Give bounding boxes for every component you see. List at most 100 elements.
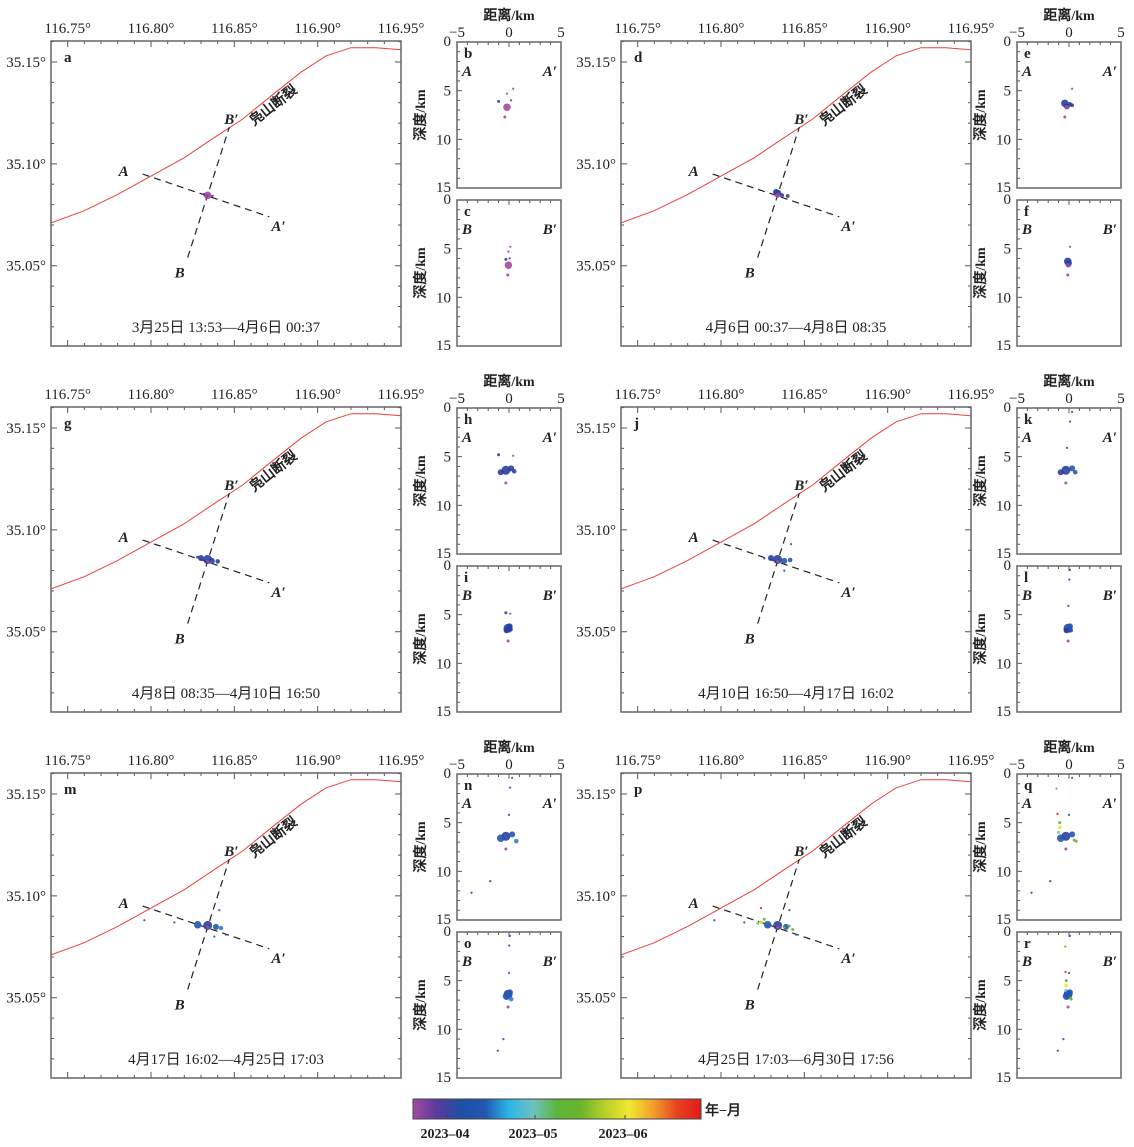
section-event-marker (1064, 104, 1070, 110)
map-x-tick-label: 116.75° (614, 387, 661, 403)
section-event-marker (504, 611, 508, 615)
map-x-tick-label: 116.80° (698, 21, 745, 37)
section-y-axis-title: 深度/km (412, 979, 429, 1031)
panel-letter: d (634, 50, 643, 66)
event-marker (783, 926, 786, 929)
profile-label-a: A (688, 530, 699, 546)
profile-line-bb (187, 492, 230, 624)
section-event-marker (511, 469, 517, 474)
event-marker (785, 194, 790, 198)
map-ticks (51, 407, 402, 712)
section-x-axis-title: 距离/km (483, 739, 535, 756)
event-marker (713, 919, 716, 922)
section-y-tick-label: 5 (444, 84, 452, 100)
event-marker (204, 193, 208, 197)
section-event-marker (509, 831, 516, 838)
event-marker (743, 921, 746, 924)
map-y-tick-label: 35.05° (6, 259, 46, 275)
section-event-marker (1064, 945, 1067, 948)
event-marker (143, 919, 146, 922)
panel-group-m: 116.75° 116.80° 116.85° 116.90° 116.95° 35.05… (6, 739, 565, 1086)
section-x-tick-label: 5 (1117, 757, 1125, 773)
map-x-tick-label: 116.75° (44, 21, 91, 37)
section-event-marker (509, 612, 512, 615)
section-event-marker (1068, 627, 1074, 633)
section-event-marker (512, 87, 515, 90)
section-event-marker (1070, 776, 1074, 780)
section-event-marker (503, 115, 507, 119)
section-event-marker (504, 257, 508, 261)
section-event-marker (1058, 821, 1062, 825)
section-event-marker (1057, 469, 1064, 476)
map-frame (50, 40, 402, 347)
map-x-tick-label: 116.85° (211, 387, 258, 403)
section-y-axis-title: 深度/km (412, 247, 429, 299)
fault-trace (51, 779, 401, 956)
map-ticks (621, 407, 972, 712)
fault-trace (621, 47, 971, 224)
event-marker (776, 559, 780, 563)
event-marker (173, 921, 176, 924)
section-y-tick-label: 15 (996, 546, 1011, 562)
fault-label: 凫山断裂 (815, 813, 870, 861)
event-marker (779, 194, 783, 198)
section-event-marker (1066, 273, 1070, 277)
section-y-tick-label: 5 (1004, 608, 1012, 624)
map-y-tick-label: 35.15° (576, 55, 616, 71)
section-frame (1016, 773, 1122, 921)
map-y-tick-label: 35.05° (576, 259, 616, 275)
event-marker (208, 193, 211, 196)
section-event-marker (512, 454, 515, 457)
section-event-marker (506, 989, 513, 996)
section-event-marker (1068, 568, 1072, 572)
section-event-marker (504, 847, 508, 851)
section-x-axis-title: 距离/km (1043, 739, 1095, 756)
section-event-marker (496, 1049, 499, 1052)
map-x-tick-label: 116.80° (128, 753, 175, 769)
section-event-marker (1069, 997, 1073, 1001)
profile-label-a: A (118, 164, 129, 180)
profile-line-bb (757, 126, 800, 258)
section-frame (456, 565, 562, 713)
section-end-label: B′ (542, 954, 557, 970)
map-y-tick-label: 35.10° (6, 889, 46, 905)
section-event-marker (1070, 87, 1074, 90)
section-y-axis-title: 深度/km (972, 613, 989, 665)
map-y-tick-label: 35.15° (6, 55, 46, 71)
section-event-marker (1066, 623, 1073, 630)
section-event-marker (1056, 1049, 1059, 1052)
fault-label: 凫山断裂 (245, 81, 300, 129)
section-x-axis-title: 距离/km (483, 7, 535, 24)
section-start-label: B (1021, 588, 1032, 604)
panel-group-g: 116.75° 116.80° 116.85° 116.90° 116.95° 35.05… (6, 373, 565, 720)
map-x-tick-label: 116.95° (378, 387, 425, 403)
map-y-tick-label: 35.05° (576, 625, 616, 641)
section-event-marker (497, 469, 504, 476)
event-marker (787, 557, 793, 563)
section-event-marker (1070, 103, 1074, 108)
section-y-axis-title: 深度/km (972, 821, 989, 873)
map-frame (620, 406, 972, 713)
section-event-marker (1057, 825, 1062, 830)
section-start-label: B (1021, 222, 1032, 238)
map-x-tick-label: 116.85° (781, 387, 828, 403)
map-x-tick-label: 116.95° (948, 21, 995, 37)
event-marker (208, 557, 215, 564)
profile-label-b: B (744, 632, 755, 648)
section-event-marker (510, 776, 514, 780)
event-marker (791, 927, 795, 931)
section-event-marker (1064, 983, 1069, 988)
section-y-tick-label: 15 (436, 912, 451, 928)
section-event-marker (1065, 446, 1069, 450)
section-y-tick-label: 0 (444, 192, 452, 208)
event-marker (215, 559, 220, 564)
event-marker (763, 921, 772, 929)
section-event-marker (1066, 989, 1073, 996)
map-x-tick-label: 116.80° (698, 753, 745, 769)
map-x-tick-label: 116.80° (698, 387, 745, 403)
period-label: 4月25日 17:03—6月30日 17:56 (698, 1052, 894, 1068)
profile-label-a-prime: A′ (270, 951, 285, 967)
section-y-tick-label: 5 (1004, 84, 1012, 100)
section-y-tick-label: 0 (444, 766, 452, 782)
